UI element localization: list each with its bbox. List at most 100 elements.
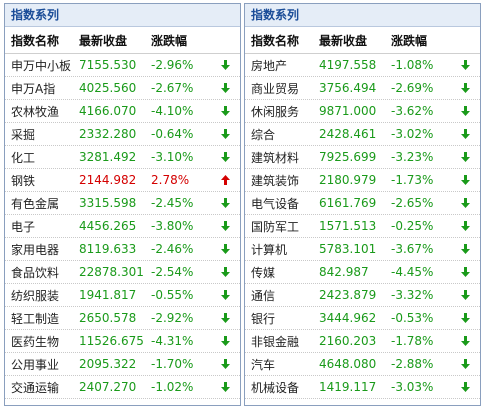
arrow-down-icon [211,290,239,300]
table-row: 化工 3281.492 -3.10% [5,146,240,169]
arrow-down-icon [211,244,239,254]
panel-title: 指数系列 [245,4,480,27]
arrow-down-icon [451,382,479,392]
index-close: 842.987 [319,265,369,279]
index-close: 4197.558 [319,58,377,72]
index-name: 公用事业 [11,357,60,372]
arrow-down-icon [211,336,239,346]
index-name: 非银金融 [251,334,300,349]
table-row: 医药生物 11526.675 -4.31% [5,330,240,353]
index-close: 9871.000 [319,104,377,118]
index-name: 化工 [11,150,36,165]
index-close: 3756.494 [319,81,377,95]
index-name: 机械设备 [251,380,300,395]
index-change: -2.65% [391,196,434,210]
index-close: 11526.675 [79,334,144,348]
table-row: 传媒 842.987 -4.45% [245,261,480,284]
index-name: 电子 [11,219,36,234]
index-name: 电气设备 [251,196,300,211]
index-close: 7155.530 [79,58,137,72]
index-close: 4166.070 [79,104,137,118]
index-name: 商业贸易 [251,81,300,96]
index-close: 2180.979 [319,173,377,187]
index-change: -1.70% [151,357,194,371]
arrow-down-icon [451,83,479,93]
index-close: 8119.633 [79,242,137,256]
arrow-down-icon [211,60,239,70]
table-row: 非银金融 2160.203 -1.78% [245,330,480,353]
index-change: -0.64% [151,127,194,141]
index-change: -2.69% [391,81,434,95]
index-name: 通信 [251,288,276,303]
table-row: 休闲服务 9871.000 -3.62% [245,100,480,123]
index-change: -2.88% [391,357,434,371]
index-name: 计算机 [251,242,288,257]
index-name: 纺织服装 [11,288,60,303]
index-name: 银行 [251,311,276,326]
index-name: 有色金属 [11,196,60,211]
index-change: -3.02% [391,127,434,141]
arrow-down-icon [451,175,479,185]
index-change: -2.92% [151,311,194,325]
arrow-down-icon [451,244,479,254]
index-change: -1.78% [391,334,434,348]
table-row: 汽车 4648.080 -2.88% [245,353,480,376]
table-row: 家用电器 8119.633 -2.46% [5,238,240,261]
index-close: 2407.270 [79,380,137,394]
arrow-down-icon [211,106,239,116]
index-close: 3281.492 [79,150,137,164]
index-change: 2.78% [151,173,190,187]
index-name: 申万中小板 [11,58,72,73]
index-close: 4025.560 [79,81,137,95]
table-row: 食品饮料 22878.301 -2.54% [5,261,240,284]
index-name: 国防军工 [251,219,300,234]
index-close: 2095.322 [79,357,137,371]
index-close: 22878.301 [79,265,144,279]
index-name: 采掘 [11,127,36,142]
index-change: -2.45% [151,196,194,210]
table-row: 轻工制造 2650.578 -2.92% [5,307,240,330]
index-change: -4.45% [391,265,434,279]
table-row: 银行 3444.962 -0.53% [245,307,480,330]
index-close: 1419.117 [319,380,377,394]
arrow-down-icon [211,221,239,231]
table-row: 计算机 5783.101 -3.67% [245,238,480,261]
arrow-down-icon [451,221,479,231]
column-header-change: 涨跌幅 [391,33,428,48]
table-row: 申万A指 4025.560 -2.67% [5,77,240,100]
arrow-down-icon [451,198,479,208]
table-row: 建筑材料 7925.699 -3.23% [245,146,480,169]
index-close: 5783.101 [319,242,377,256]
arrow-down-icon [451,60,479,70]
arrow-down-icon [211,83,239,93]
arrow-down-icon [211,382,239,392]
index-close: 2650.578 [79,311,137,325]
index-close: 2144.982 [79,173,137,187]
index-close: 2428.461 [319,127,377,141]
index-name: 轻工制造 [11,311,60,326]
table-row: 房地产 4197.558 -1.08% [245,54,480,77]
index-close: 3444.962 [319,311,377,325]
column-header-change: 涨跌幅 [151,33,188,48]
arrow-down-icon [451,336,479,346]
arrow-down-icon [451,267,479,277]
table-row: 商业贸易 3756.494 -2.69% [245,77,480,100]
index-name: 建筑装饰 [251,173,300,188]
index-panel-left: 指数系列 指数名称 最新收盘 涨跌幅 申万中小板 7155.530 -2.96% 申万… [4,3,241,406]
table-row: 交通运输 2407.270 -1.02% [5,376,240,399]
index-close: 2332.280 [79,127,137,141]
index-change: -3.10% [151,150,194,164]
table-row: 纺织服装 1941.817 -0.55% [5,284,240,307]
index-change: -3.80% [151,219,194,233]
index-close: 6161.769 [319,196,377,210]
arrow-down-icon [451,152,479,162]
index-rows: 申万中小板 7155.530 -2.96% 申万A指 4025.560 -2.67% 农林牧… [5,54,240,399]
table-row: 公用事业 2095.322 -1.70% [5,353,240,376]
index-change: -0.25% [391,219,434,233]
index-close: 1571.513 [319,219,377,233]
arrow-down-icon [211,313,239,323]
index-panel-right: 指数系列 指数名称 最新收盘 涨跌幅 房地产 4197.558 -1.08% 商业贸易… [244,3,481,406]
table-row: 建筑装饰 2180.979 -1.73% [245,169,480,192]
index-change: -2.46% [151,242,194,256]
index-change: -0.53% [391,311,434,325]
